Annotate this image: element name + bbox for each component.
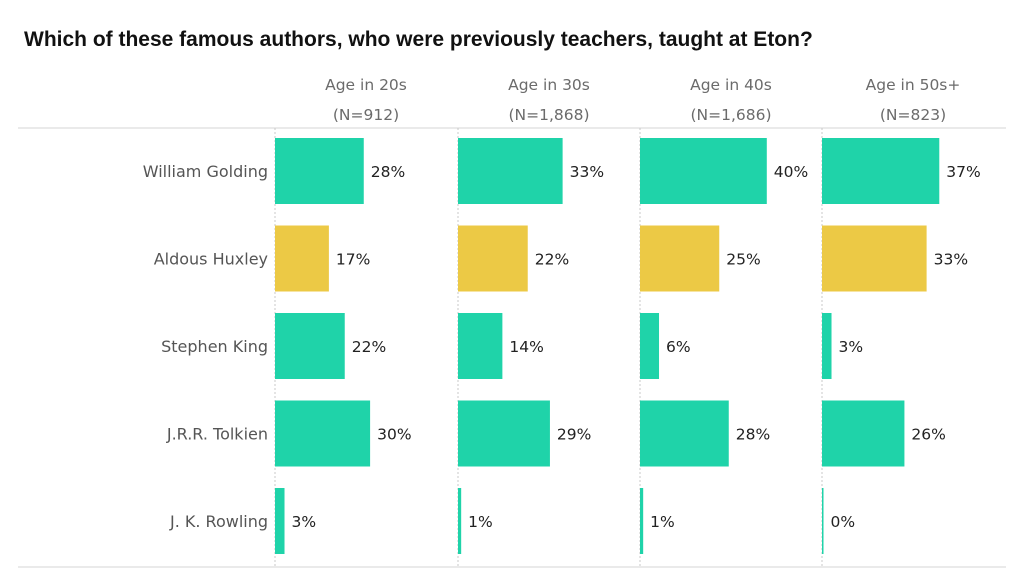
bar-stephen-king-age-in-40s: [640, 313, 660, 379]
bar-j-k-rowling-age-in-20s: [275, 488, 285, 554]
bar-j-k-rowling-age-in-50s: [822, 488, 824, 554]
data-label-j-r-r-tolkien-age-in-20s: 30%: [377, 426, 411, 444]
column-sample-size-age-in-50s: (N=823): [880, 106, 946, 124]
bar-william-golding-age-in-40s: [640, 138, 767, 204]
column-header-age-in-30s: Age in 30s: [508, 76, 590, 94]
bar-j-r-r-tolkien-age-in-50s: [822, 400, 905, 467]
data-label-stephen-king-age-in-50s: 3%: [839, 338, 864, 356]
column-header-age-in-40s: Age in 40s: [690, 76, 772, 94]
data-label-aldous-huxley-age-in-30s: 22%: [535, 251, 569, 269]
bar-aldous-huxley-age-in-40s: [640, 225, 720, 292]
data-label-aldous-huxley-age-in-50s: 33%: [934, 251, 968, 269]
column-header-age-in-50s: Age in 50s+: [866, 76, 961, 94]
column-sample-size-age-in-30s: (N=1,868): [508, 106, 589, 124]
bar-j-r-r-tolkien-age-in-20s: [275, 400, 371, 467]
bar-stephen-king-age-in-20s: [275, 313, 345, 379]
data-label-william-golding-age-in-50s: 37%: [946, 163, 980, 181]
data-label-stephen-king-age-in-40s: 6%: [666, 338, 691, 356]
bar-j-k-rowling-age-in-40s: [640, 488, 644, 554]
data-label-j-k-rowling-age-in-50s: 0%: [831, 513, 856, 531]
bar-aldous-huxley-age-in-50s: [822, 225, 927, 292]
bar-william-golding-age-in-50s: [822, 138, 940, 204]
data-label-william-golding-age-in-30s: 33%: [570, 163, 604, 181]
column-sample-size-age-in-40s: (N=1,686): [690, 106, 771, 124]
data-label-j-r-r-tolkien-age-in-30s: 29%: [557, 426, 591, 444]
row-label-william-golding: William Golding: [143, 162, 268, 181]
data-label-william-golding-age-in-40s: 40%: [774, 163, 808, 181]
bar-stephen-king-age-in-50s: [822, 313, 832, 379]
column-header-age-in-20s: Age in 20s: [325, 76, 407, 94]
row-label-j-k-rowling: J. K. Rowling: [169, 512, 268, 531]
row-label-aldous-huxley: Aldous Huxley: [154, 250, 268, 269]
data-label-j-r-r-tolkien-age-in-40s: 28%: [736, 426, 770, 444]
chart-title: Which of these famous authors, who were …: [24, 28, 813, 51]
bar-j-r-r-tolkien-age-in-40s: [640, 400, 729, 467]
bar-j-r-r-tolkien-age-in-30s: [458, 400, 550, 467]
data-label-j-k-rowling-age-in-20s: 3%: [292, 513, 317, 531]
bar-william-golding-age-in-20s: [275, 138, 364, 204]
bar-william-golding-age-in-30s: [458, 138, 563, 204]
data-label-stephen-king-age-in-20s: 22%: [352, 338, 386, 356]
data-label-aldous-huxley-age-in-20s: 17%: [336, 251, 370, 269]
bar-aldous-huxley-age-in-30s: [458, 225, 528, 292]
bar-j-k-rowling-age-in-30s: [458, 488, 462, 554]
bar-aldous-huxley-age-in-20s: [275, 225, 329, 292]
data-label-stephen-king-age-in-30s: 14%: [509, 338, 543, 356]
data-label-aldous-huxley-age-in-40s: 25%: [726, 251, 760, 269]
data-label-j-k-rowling-age-in-40s: 1%: [650, 513, 675, 531]
data-label-william-golding-age-in-20s: 28%: [371, 163, 405, 181]
row-label-stephen-king: Stephen King: [161, 337, 268, 356]
column-sample-size-age-in-20s: (N=912): [333, 106, 399, 124]
data-label-j-r-r-tolkien-age-in-50s: 26%: [911, 426, 945, 444]
data-label-j-k-rowling-age-in-30s: 1%: [468, 513, 493, 531]
bar-stephen-king-age-in-30s: [458, 313, 503, 379]
row-label-j-r-r-tolkien: J.R.R. Tolkien: [166, 425, 268, 444]
